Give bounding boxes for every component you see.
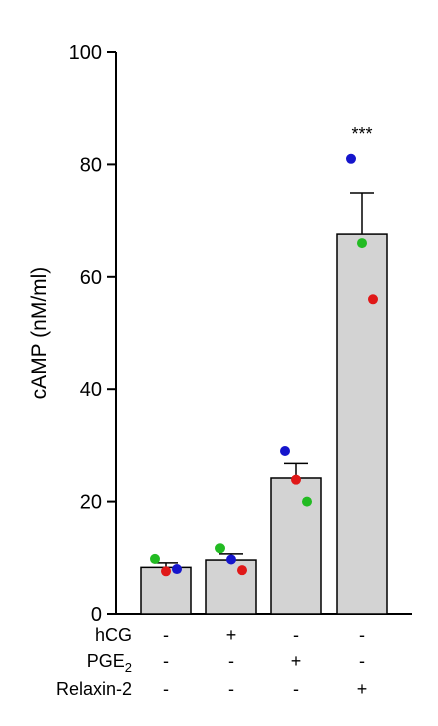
annotations-group: ***	[351, 124, 372, 144]
data-point	[357, 238, 367, 249]
condition-label-subscript: 2	[125, 660, 132, 675]
bar	[205, 559, 257, 615]
y-tick-label: 0	[91, 604, 102, 626]
bar	[336, 233, 388, 615]
data-point	[215, 543, 225, 554]
data-point	[346, 153, 356, 164]
data-point	[150, 553, 160, 564]
condition-sign: +	[291, 651, 302, 671]
y-axis-ticks: 0 20 40 60 80 100	[69, 42, 116, 626]
condition-label-text: PGE	[87, 651, 125, 671]
condition-sign: -	[228, 679, 234, 699]
y-tick-label: 40	[80, 379, 102, 401]
y-tick-label: 80	[80, 154, 102, 176]
condition-label-text: hCG	[95, 625, 132, 645]
y-axis-title: cAMP (nM/ml)	[28, 267, 51, 400]
y-tick-label: 100	[69, 42, 102, 64]
data-point	[226, 554, 236, 565]
data-point	[237, 565, 247, 576]
bars-group	[140, 233, 388, 615]
data-point	[368, 294, 378, 305]
condition-sign: -	[293, 625, 299, 645]
condition-sign: -	[293, 679, 299, 699]
bar	[270, 477, 322, 615]
condition-label: Relaxin-2	[56, 679, 132, 699]
y-tick-label: 60	[80, 267, 102, 289]
data-point	[161, 566, 171, 577]
condition-label: hCG	[95, 625, 132, 645]
data-points-group	[150, 153, 378, 577]
data-point	[291, 474, 301, 485]
y-tick-label: 20	[80, 492, 102, 514]
condition-sign: -	[228, 651, 234, 671]
condition-sign: -	[359, 625, 365, 645]
condition-sign: +	[226, 625, 237, 645]
condition-sign: -	[163, 625, 169, 645]
condition-sign: -	[359, 651, 365, 671]
data-point	[280, 446, 290, 457]
condition-sign: -	[163, 679, 169, 699]
condition-sign: -	[163, 651, 169, 671]
significance-label: ***	[351, 124, 372, 144]
condition-sign: +	[357, 679, 368, 699]
condition-label: PGE2	[87, 651, 132, 675]
data-point	[302, 496, 312, 507]
data-point	[172, 564, 182, 575]
condition-table: hCG - + - - PGE2 - - + - Relaxin-2 - - - +	[56, 625, 367, 699]
condition-label-text: Relaxin-2	[56, 679, 132, 699]
